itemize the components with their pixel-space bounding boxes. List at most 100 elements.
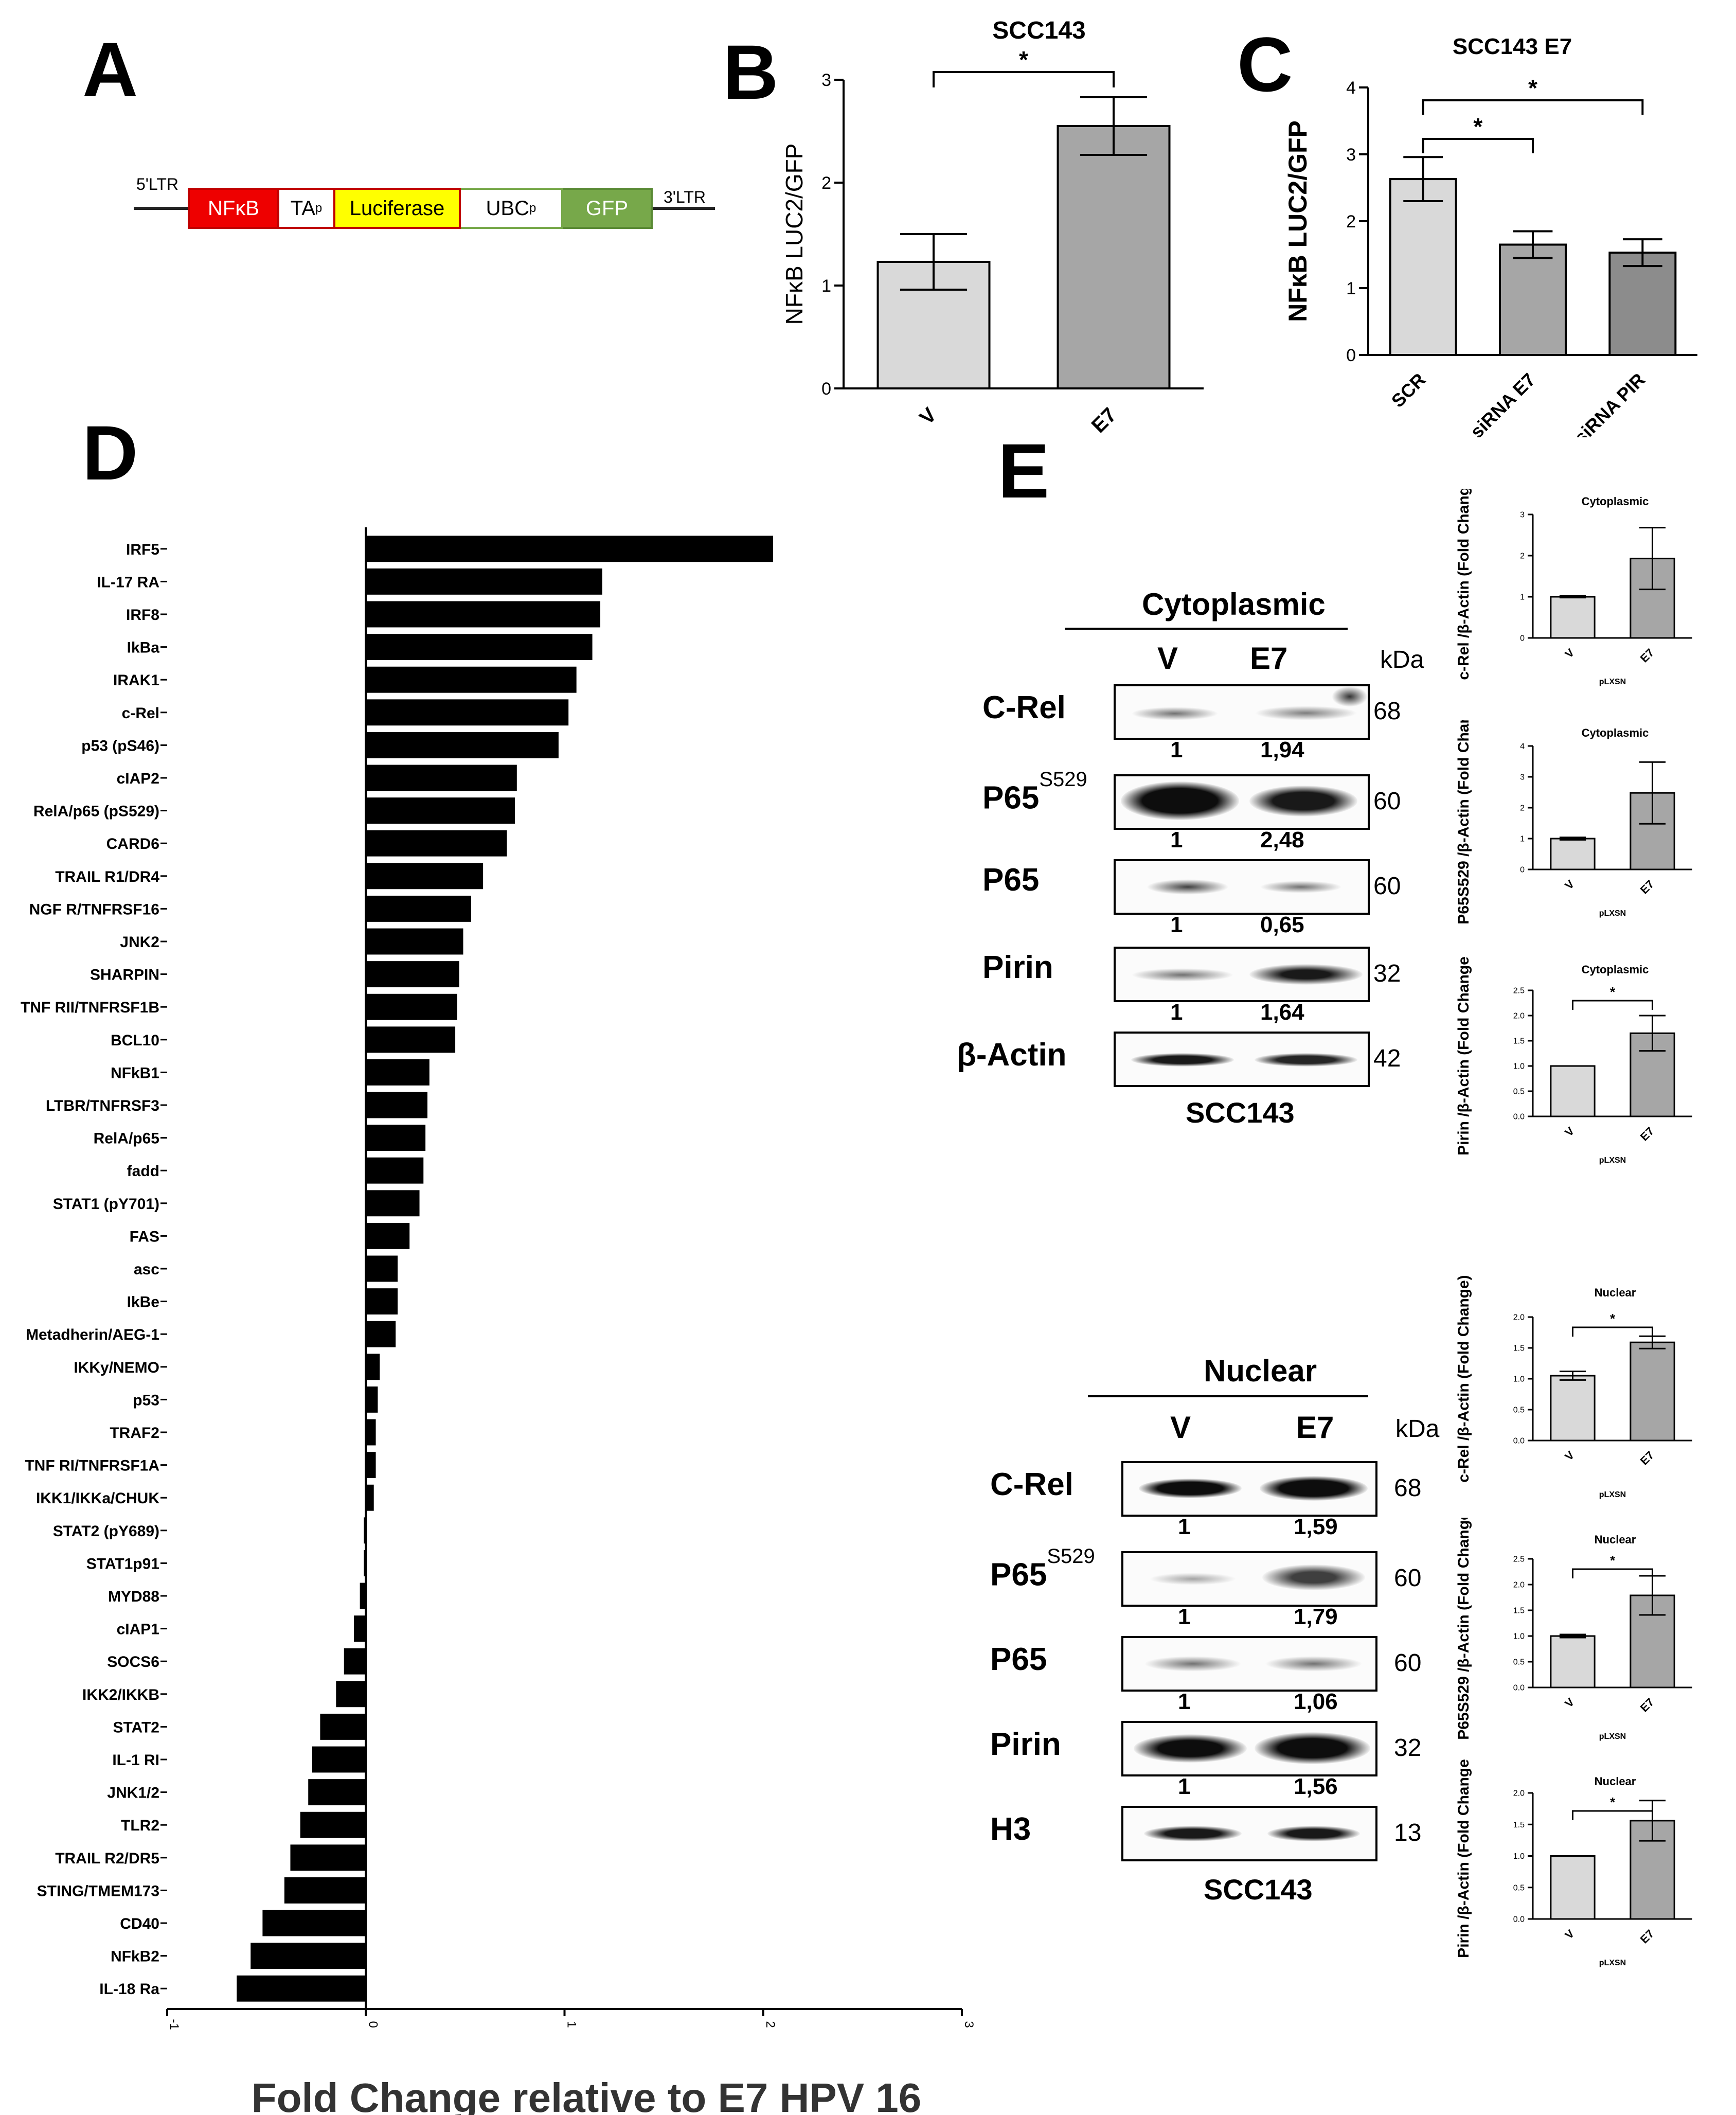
bar <box>1630 1341 1675 1442</box>
y-tick-label: 3 <box>1346 145 1356 165</box>
bar <box>366 536 774 562</box>
blot-cyt-label-crel: C-Rel <box>982 690 1066 725</box>
blot-cyt-q-v-pirin: 1 <box>1170 1000 1183 1025</box>
bar <box>1550 1635 1596 1689</box>
bar <box>312 1746 366 1773</box>
category-label: NFkB2 <box>111 1948 159 1965</box>
chart-e-nuc-p65s529: 0.0 0.5 1.0 1.5 2.0 2.5 V E7 * Nuclear P65S529 /β-… <box>1455 1518 1692 1741</box>
y-axis-label: P65S529 /β-Actin (Fold Change) <box>1455 720 1472 925</box>
chart-e-cyt-p65s529: 0 1 2 3 4 V E7 Cytoplasmic P65S529 /β-Actin (Fol… <box>1455 720 1692 925</box>
blot-cyt-title: Cytoplasmic <box>1142 587 1326 621</box>
segment-luciferase-label: Luciferase <box>349 197 445 220</box>
blot-nuc-box-p65s <box>1121 1551 1377 1607</box>
y-tick-label: 2 <box>1346 212 1356 232</box>
construct-segments: NFκB TA p Luciferase UBC p GFP <box>188 188 653 229</box>
category-label: IRF8 <box>126 607 159 624</box>
blot-cyt-q-e7-pirin: 1,64 <box>1260 1000 1304 1025</box>
bar <box>366 1222 410 1249</box>
segment-gfp-label: GFP <box>585 197 629 220</box>
category-label: STAT1p91 <box>86 1555 159 1572</box>
panel-letter-b: B <box>723 29 779 115</box>
category-label: Metadherin/AEG-1 <box>26 1326 159 1343</box>
category-label: E7 <box>1087 403 1121 437</box>
category-label: p53 <box>133 1392 159 1409</box>
bar <box>1389 178 1457 356</box>
significance-star: * <box>1610 1311 1616 1326</box>
blot-nuc-kda-h3: 13 <box>1394 1819 1422 1846</box>
blot-nuc-label-h3: H3 <box>990 1811 1031 1847</box>
bar <box>366 1288 398 1315</box>
category-label: RelA/p65 <box>94 1130 159 1147</box>
segment-nfkb: NFκB <box>188 188 279 229</box>
blot-cyt-lane-e7: E7 <box>1250 641 1288 676</box>
blot-cyt-box-actin <box>1114 1032 1370 1087</box>
category-label: BCL10 <box>111 1032 159 1049</box>
category-label: MYD88 <box>108 1588 159 1605</box>
blot-nuc-box-crel <box>1121 1461 1377 1517</box>
y-axis-label: c-Rel /β-Actin (Fold Change) <box>1455 489 1472 680</box>
blot-nuc-cell-line: SCC143 <box>1204 1873 1313 1906</box>
category-label: E7 <box>1638 878 1657 897</box>
bar <box>366 863 484 890</box>
blot-cyt-kda-p65: 60 <box>1373 873 1401 900</box>
x-tick-label: 1 <box>565 2021 579 2028</box>
bar <box>366 928 463 955</box>
category-label: RelA/p65 (pS529) <box>33 803 159 820</box>
bar <box>366 666 577 693</box>
bar <box>366 1255 398 1282</box>
y-tick-label: 1 <box>1520 593 1525 602</box>
y-tick-label: 1.0 <box>1513 1375 1525 1384</box>
blot-nuc-q-v-pirin: 1 <box>1178 1774 1191 1799</box>
blot-nuc-lane-v: V <box>1170 1410 1191 1445</box>
category-label: siRNA E7 <box>1466 369 1540 437</box>
blot-nuc-title: Nuclear <box>1204 1354 1317 1388</box>
y-tick-label: 1.5 <box>1513 1344 1525 1353</box>
y-tick-label: 0.5 <box>1513 1658 1525 1667</box>
blot-cyt-kda-p65s: 60 <box>1373 788 1401 815</box>
y-tick-label: 2 <box>1520 804 1525 813</box>
panel-letter-e: E <box>998 428 1050 514</box>
category-label: CD40 <box>120 1915 159 1932</box>
bar <box>366 1092 427 1118</box>
segment-ubc-sub: p <box>529 201 536 215</box>
segment-ta-sub: p <box>315 201 323 215</box>
category-label: V <box>1562 877 1577 892</box>
bar <box>366 961 459 988</box>
x-tick-label: 2 <box>763 2021 777 2028</box>
blot-cyt-q-v-p65: 1 <box>1170 912 1183 937</box>
category-label: IL-1 RI <box>112 1752 159 1769</box>
category-label: STAT2 (pY689) <box>53 1523 159 1540</box>
blot-nuc-label-p65: P65 <box>990 1642 1047 1677</box>
category-label: SCR <box>1387 369 1430 412</box>
blot-cyt-box-pirin <box>1114 947 1370 1002</box>
blot-nuc-kda-pirin: 32 <box>1394 1734 1422 1762</box>
category-label: CARD6 <box>106 836 159 852</box>
category-label: IkBa <box>127 639 160 656</box>
bar <box>364 1517 366 1544</box>
chart-e-cyt-crel: 0 1 2 3 V E7 Cytoplasmic c-Rel /β-Actin (Fold C… <box>1455 489 1692 686</box>
category-label: STING/TMEM173 <box>37 1882 159 1899</box>
bar <box>1550 1855 1596 1920</box>
category-label: NFkB1 <box>111 1064 159 1081</box>
category-label: c-Rel <box>122 705 159 722</box>
y-tick-label: 1 <box>1520 835 1525 844</box>
significance-bracket <box>1572 1000 1653 1010</box>
blot-cyt-q-v-crel: 1 <box>1170 737 1183 762</box>
y-tick-label: 2.0 <box>1513 1313 1525 1322</box>
chart-title: Nuclear <box>1595 1775 1636 1788</box>
bar <box>366 732 559 758</box>
blot-cyt-kda-crel: 68 <box>1373 698 1401 725</box>
bar <box>366 993 457 1020</box>
blot-cyt-label-p65s: P65S529 <box>982 768 1087 816</box>
bar <box>300 1811 366 1838</box>
category-label: IKK2/IKKB <box>82 1686 159 1703</box>
blot-nuc-q-v-p65s: 1 <box>1178 1604 1191 1629</box>
blot-cyt-box-crel <box>1114 684 1370 740</box>
blot-cyt-label-actin: β-Actin <box>957 1037 1067 1073</box>
bar <box>284 1877 366 1904</box>
category-label: V <box>915 403 941 429</box>
bar <box>366 568 602 595</box>
y-tick-label: 2.0 <box>1513 1789 1525 1798</box>
category-label: LTBR/TNFRSF3 <box>46 1097 159 1114</box>
y-tick-label: 1.0 <box>1513 1062 1525 1071</box>
